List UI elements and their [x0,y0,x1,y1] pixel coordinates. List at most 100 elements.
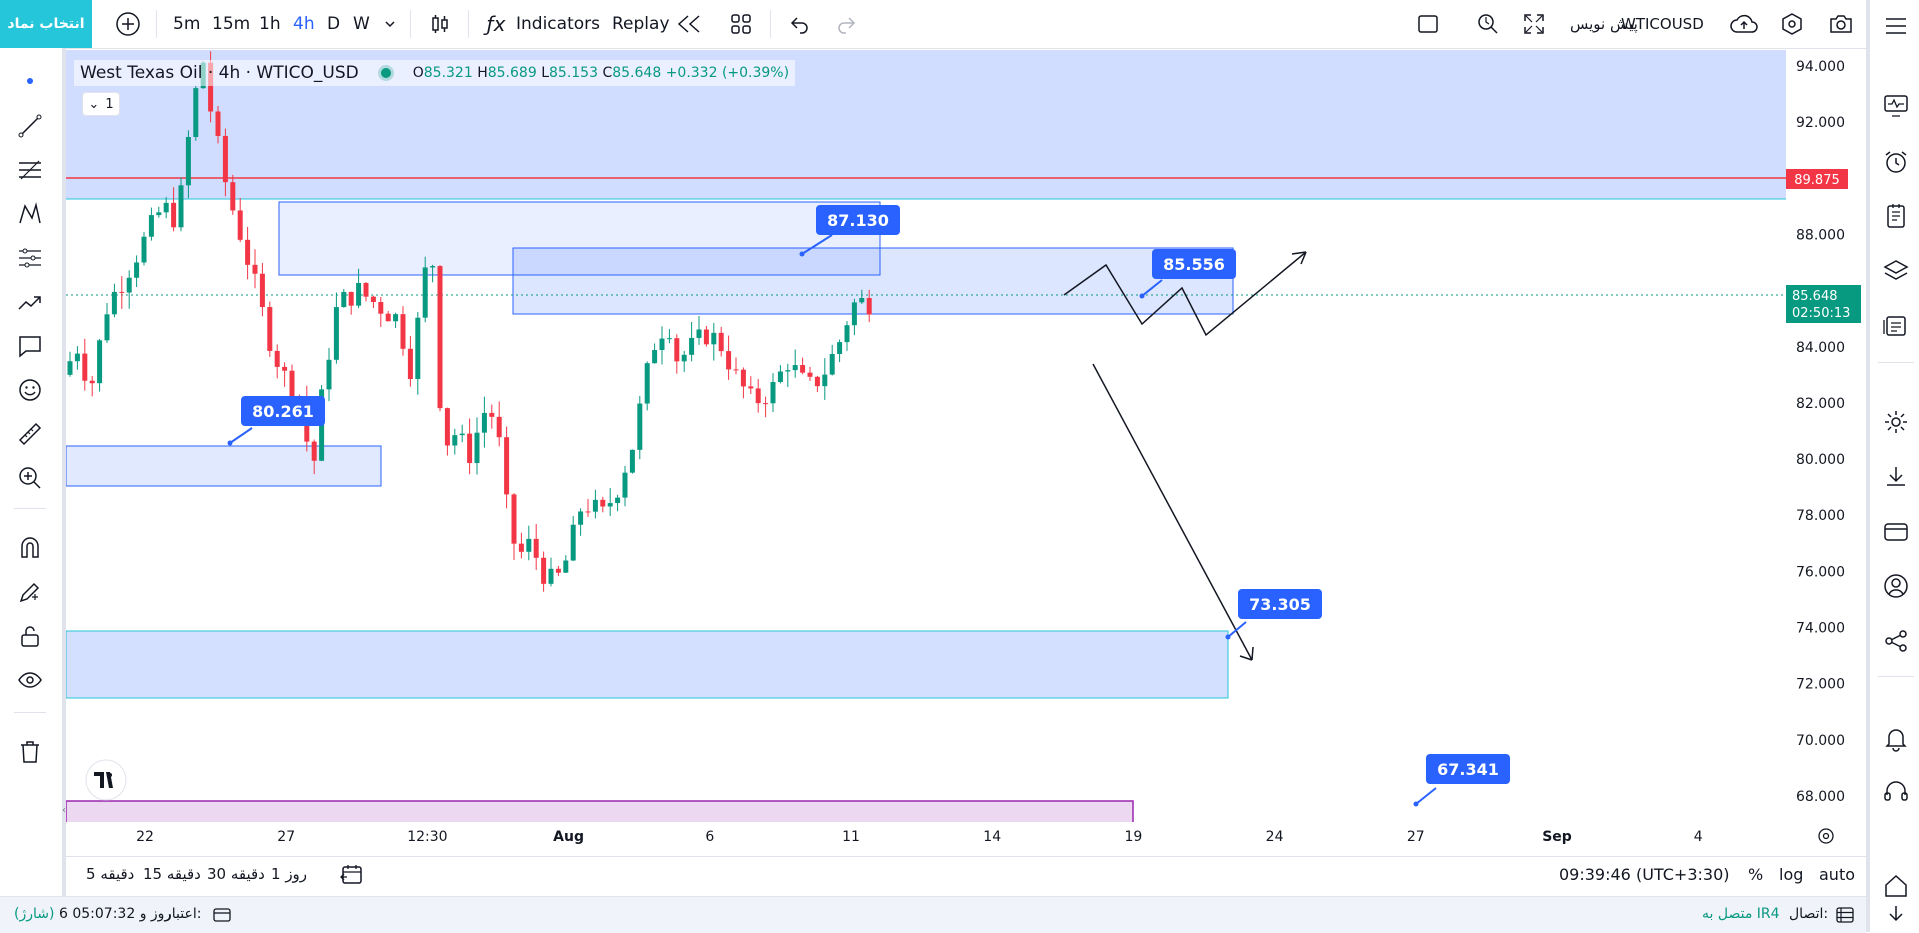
timeframe-1day[interactable]: 1 روز [271,865,308,883]
time-axis[interactable] [66,822,1866,850]
zone-80261[interactable] [66,445,382,487]
user-profile-icon[interactable] [1882,572,1910,600]
projection-path-down[interactable] [1092,363,1253,661]
eye-icon[interactable] [16,666,44,694]
projection-path-up[interactable] [1063,251,1307,337]
lock-open-icon[interactable] [16,622,44,650]
timeframe-15min[interactable]: 15 دقیقه [143,865,201,883]
zone-85556[interactable] [512,247,1234,315]
zoom-in-icon[interactable] [16,464,44,492]
demand-zone-73305[interactable] [66,630,1229,699]
quick-search-icon[interactable] [1474,10,1502,38]
chart-legend[interactable]: West Texas Oil · 4h · WTICO_USD O85.321 … [74,60,796,86]
candle-body [185,136,191,186]
cloud-save-icon[interactable] [1728,10,1760,38]
candle-body [696,329,702,338]
undo-icon[interactable] [786,10,814,38]
gear-icon[interactable] [1882,408,1910,436]
notes-icon[interactable] [1882,202,1910,230]
percent-toggle[interactable]: % [1748,865,1764,884]
tradingview-logo-icon[interactable] [85,759,127,801]
trendline-icon[interactable] [16,112,44,140]
candle-body [289,370,295,397]
legend-collapse-button[interactable]: ⌄ 1 [82,92,120,116]
monitor-pulse-icon[interactable] [1882,92,1910,120]
price-chart[interactable]: 87.130 85.556 80.261 73.305 67.341 94.00… [66,50,1866,850]
axis-settings-icon[interactable] [1818,828,1834,844]
layers-icon[interactable] [1882,257,1910,285]
candle-body [148,215,154,237]
interval-w[interactable]: W [353,14,370,34]
symbol-search-button[interactable]: انتخاب نماد [0,0,92,48]
wallet-card-icon[interactable] [1882,518,1910,546]
hamburger-menu-icon[interactable] [1882,12,1910,40]
download-icon[interactable] [1882,462,1910,490]
candle-body [156,212,162,216]
interval-5m[interactable]: 5m [173,14,201,34]
callout-67341[interactable]: 67.341 [1413,754,1511,807]
news-list-icon[interactable] [1882,312,1910,340]
emoji-icon[interactable] [16,376,44,404]
interval-4h[interactable]: 4h [293,14,315,34]
pattern-icon[interactable] [16,200,44,228]
timeframe-30min[interactable]: 30 دقیقه [207,865,265,883]
price-axis[interactable] [1786,50,1866,822]
crosshair-dot-icon[interactable] [26,77,34,85]
callout-85556[interactable]: 85.556 [1139,249,1237,299]
current-price-label: 85.648 02:50:13 [1786,285,1861,323]
headset-support-icon[interactable] [1882,778,1910,806]
candles-icon[interactable] [426,10,454,38]
replay-button[interactable]: Replay [612,14,670,34]
magnet-icon[interactable] [16,534,44,562]
svg-text:02:50:13: 02:50:13 [1792,306,1850,321]
fib-icon[interactable] [16,156,44,184]
charge-link[interactable]: (شارژ) [14,906,55,922]
share-icon[interactable] [1882,627,1910,655]
interval-d[interactable]: D [327,14,341,34]
interval-15m[interactable]: 15m [212,14,251,34]
layout-grid-icon[interactable] [727,10,755,38]
home-icon[interactable] [1882,872,1910,900]
candle-body [600,499,606,507]
auto-toggle[interactable]: auto [1819,865,1856,884]
candle-body [637,403,643,450]
candle-body [141,236,147,263]
ruler-icon[interactable] [16,420,44,448]
expand-icon[interactable] [1520,10,1548,38]
alarm-clock-icon[interactable] [1882,148,1910,176]
callout-80261[interactable]: 80.261 [227,396,326,446]
clock-display[interactable]: 09:39:46 (UTC+3:30) [1559,865,1730,884]
candle-body [822,374,828,387]
trash-icon[interactable] [16,738,44,766]
settings-hex-icon[interactable] [1778,10,1806,38]
log-toggle[interactable]: log [1779,865,1804,884]
chevron-down-icon[interactable] [380,14,400,34]
interval-1h[interactable]: 1h [259,14,281,34]
indicators-icon[interactable]: ƒx [486,12,506,36]
redo-icon[interactable] [832,10,860,38]
chevron-down-icon: ⌄ [88,96,100,112]
fullscreen-square-icon[interactable] [1414,10,1442,38]
time-tick-6: 14 [983,829,1001,845]
replay-rewind-icon[interactable] [674,10,704,38]
camera-icon[interactable] [1826,10,1856,38]
timeframe-5min[interactable]: 5 دقیقه [86,865,135,883]
date-range-icon[interactable] [339,861,365,887]
server-icon [1834,906,1856,924]
callout-87130[interactable]: 87.130 [799,205,901,257]
candle-body [178,185,184,228]
add-symbol-icon[interactable] [114,10,142,38]
bell-icon[interactable] [1882,725,1910,753]
arrow-trend-icon[interactable] [16,288,44,316]
draw-mode-icon[interactable] [16,578,44,606]
indicators-button[interactable]: Indicators [516,14,600,34]
price-tick-9: 76.000 [1796,564,1845,580]
collapse-left-handle-icon[interactable]: ‹ [62,805,66,816]
price-tick-11: 72.000 [1796,677,1845,693]
zone-87130[interactable] [278,201,881,276]
callout-73305[interactable]: 73.305 [1225,589,1323,640]
publish-label[interactable]: پیش نویس [1570,15,1638,33]
callout-icon[interactable] [16,332,44,360]
forecast-icon[interactable] [16,244,44,272]
arrow-down-icon[interactable] [1882,902,1910,926]
